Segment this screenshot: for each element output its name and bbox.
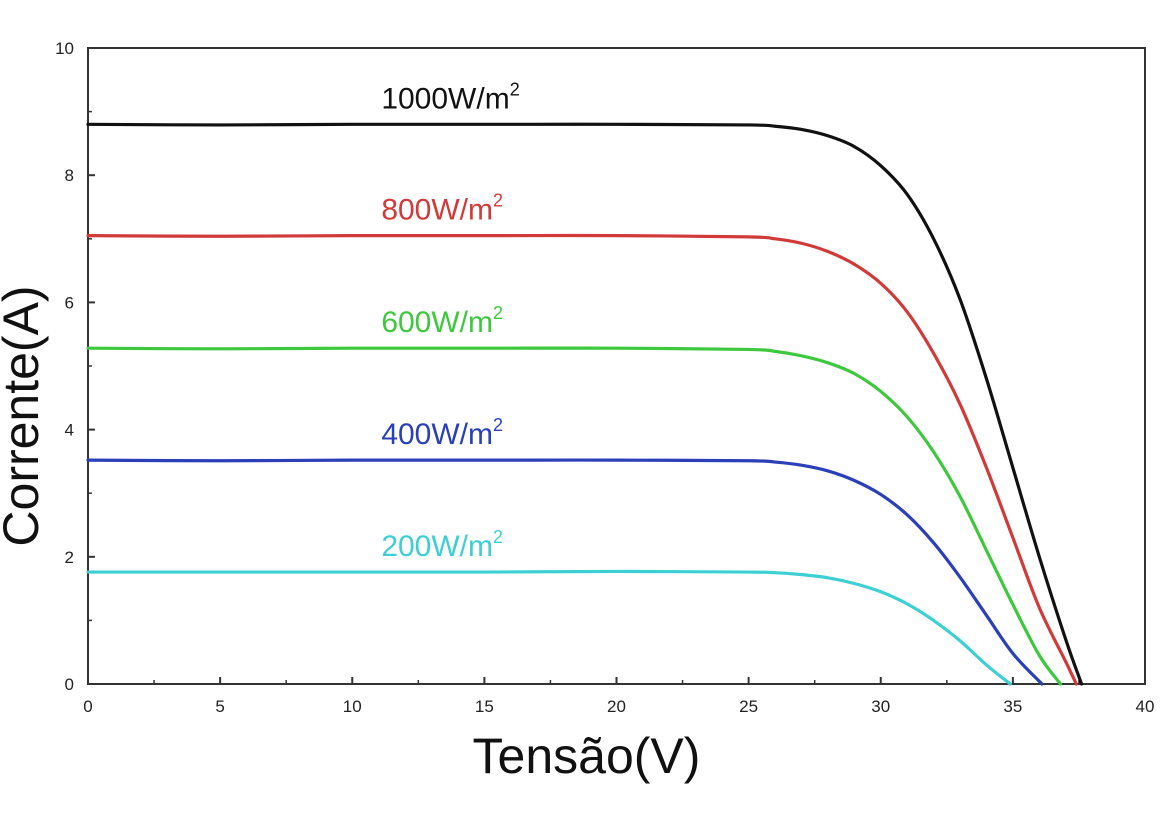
series-label-4: 200W/m2 [381,527,503,563]
series-line-2 [86,346,1063,686]
y-tick-label: 10 [55,39,74,58]
series-label-0: 1000W/m2 [381,79,519,115]
x-tick-label: 0 [83,697,92,716]
y-axis-ticks: 0 2 4 6 8 10 [55,39,95,694]
x-tick-label: 35 [1003,697,1022,716]
series-line-3 [86,458,1044,686]
series-lines [86,122,1084,686]
y-axis-title: Corrente(A) [0,285,49,546]
series-line-1 [86,233,1078,686]
x-tick-label: 25 [739,697,758,716]
x-tick-label: 40 [1136,697,1155,716]
x-tick-label: 5 [215,697,224,716]
series-line-4 [86,569,1012,686]
plot-border [87,47,1146,685]
y-tick-label: 2 [65,548,74,567]
series-labels: 1000W/m2 800W/m2 600W/m2 400W/m2 200W/m2 [381,79,519,563]
y-tick-label: 6 [65,293,74,312]
x-tick-label: 15 [475,697,494,716]
series-label-1: 800W/m2 [381,191,503,227]
x-tick-label: 20 [607,697,626,716]
x-tick-label: 10 [343,697,362,716]
x-tick-label: 30 [871,697,890,716]
x-axis-title: Tensão(V) [473,728,701,784]
y-tick-label: 4 [65,421,74,440]
series-line-0 [86,122,1084,686]
series-label-3: 400W/m2 [381,415,503,451]
series-label-2: 600W/m2 [381,303,503,339]
y-tick-label: 0 [65,675,74,694]
x-axis-ticks: 0 5 10 15 20 25 30 35 40 [83,677,1154,716]
y-tick-label: 8 [65,166,74,185]
plot-frame [87,47,1146,685]
